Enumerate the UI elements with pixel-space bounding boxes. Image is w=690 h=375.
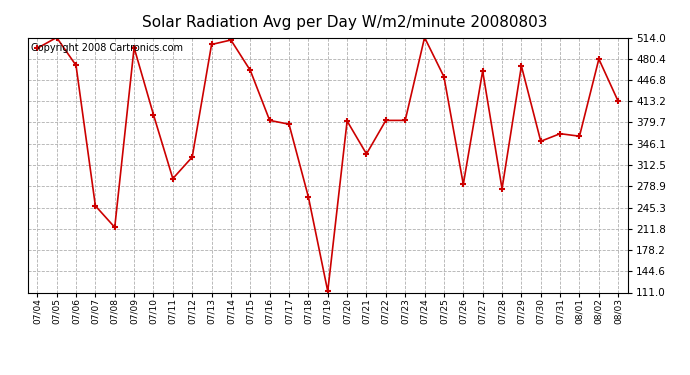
Text: Solar Radiation Avg per Day W/m2/minute 20080803: Solar Radiation Avg per Day W/m2/minute … xyxy=(142,15,548,30)
Text: Copyright 2008 Cartronics.com: Copyright 2008 Cartronics.com xyxy=(30,43,183,52)
